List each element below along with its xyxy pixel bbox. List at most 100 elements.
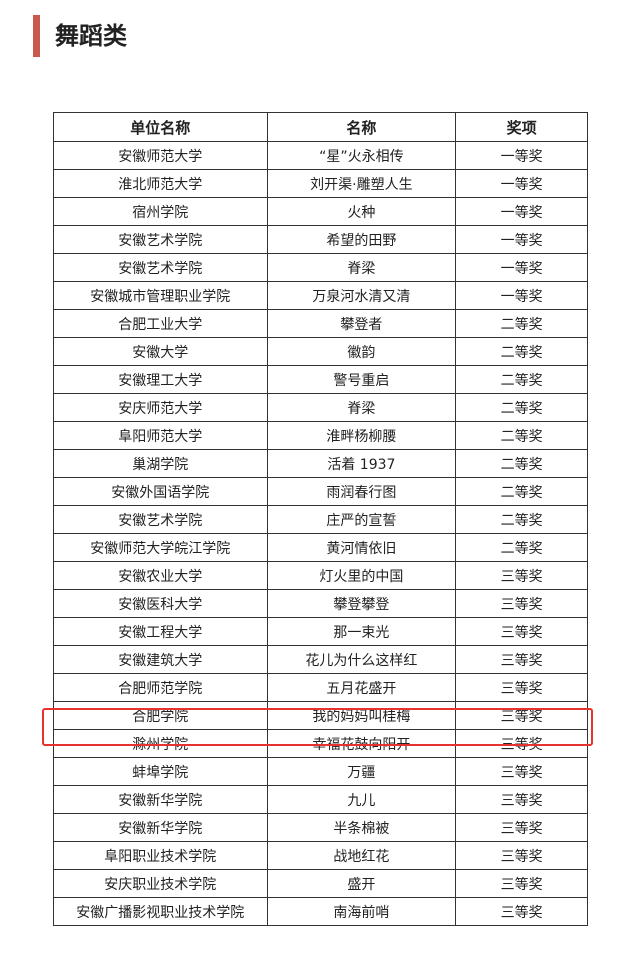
cell-award: 三等奖 (455, 757, 588, 786)
cell-name: 万疆 (266, 757, 457, 786)
table-row: 淮北师范大学 刘开渠·雕塑人生 一等奖 (53, 169, 588, 198)
cell-name: 盛开 (266, 869, 457, 898)
table-row: 安徽医科大学 攀登攀登 三等奖 (53, 589, 588, 618)
cell-award: 三等奖 (455, 589, 588, 618)
cell-award: 一等奖 (455, 281, 588, 310)
cell-award: 二等奖 (455, 449, 588, 478)
cell-unit: 阜阳师范大学 (53, 421, 268, 450)
cell-unit: 安徽艺术学院 (53, 225, 268, 254)
cell-unit: 安徽城市管理职业学院 (53, 281, 268, 310)
cell-name: 攀登者 (266, 309, 457, 338)
cell-award: 三等奖 (455, 617, 588, 646)
cell-award: 三等奖 (455, 673, 588, 702)
cell-unit: 安徽师范大学 (53, 141, 268, 170)
table-row: 安徽广播影视职业技术学院 南海前哨 三等奖 (53, 897, 588, 926)
table-row: 安徽城市管理职业学院 万泉河水清又清 一等奖 (53, 281, 588, 310)
table-row: 合肥工业大学 攀登者 二等奖 (53, 309, 588, 338)
cell-unit: 安徽师范大学皖江学院 (53, 533, 268, 562)
awards-table: 单位名称 名称 奖项 安徽师范大学 “星”火永相传 一等奖 淮北师范大学 刘开渠·雕塑人… (53, 112, 588, 926)
cell-unit: 安徽理工大学 (53, 365, 268, 394)
table-row: 蚌埠学院 万疆 三等奖 (53, 757, 588, 786)
cell-name: 淮畔杨柳腰 (266, 421, 457, 450)
cell-name: 万泉河水清又清 (266, 281, 457, 310)
cell-award: 三等奖 (455, 729, 588, 758)
cell-unit: 安徽新华学院 (53, 785, 268, 814)
cell-award: 三等奖 (455, 645, 588, 674)
cell-name: 攀登攀登 (266, 589, 457, 618)
cell-award: 二等奖 (455, 477, 588, 506)
cell-award: 三等奖 (455, 897, 588, 926)
cell-award: 三等奖 (455, 813, 588, 842)
cell-unit: 合肥学院 (53, 701, 268, 730)
cell-name: 火种 (266, 197, 457, 226)
header-name: 名称 (266, 112, 457, 142)
cell-name: 幸福花鼓向阳开 (266, 729, 457, 758)
table-row: 安徽新华学院 九儿 三等奖 (53, 785, 588, 814)
cell-unit: 安庆职业技术学院 (53, 869, 268, 898)
cell-unit: 安徽外国语学院 (53, 477, 268, 506)
cell-name: “星”火永相传 (266, 141, 457, 170)
cell-unit: 安徽广播影视职业技术学院 (53, 897, 268, 926)
cell-name: 半条棉被 (266, 813, 457, 842)
cell-award: 二等奖 (455, 533, 588, 562)
cell-award: 二等奖 (455, 337, 588, 366)
table-row: 安徽艺术学院 希望的田野 一等奖 (53, 225, 588, 254)
cell-name: 活着 1937 (266, 449, 457, 478)
cell-name: 战地红花 (266, 841, 457, 870)
cell-unit: 安徽建筑大学 (53, 645, 268, 674)
table-row: 安徽工程大学 那一束光 三等奖 (53, 617, 588, 646)
cell-name: 九儿 (266, 785, 457, 814)
cell-name: 脊梁 (266, 253, 457, 282)
cell-award: 一等奖 (455, 253, 588, 282)
cell-award: 二等奖 (455, 393, 588, 422)
cell-name: 黄河情依旧 (266, 533, 457, 562)
cell-unit: 安徽医科大学 (53, 589, 268, 618)
table-row: 安徽大学 徽韵 二等奖 (53, 337, 588, 366)
table-row: 安徽艺术学院 庄严的宣誓 二等奖 (53, 505, 588, 534)
cell-award: 一等奖 (455, 169, 588, 198)
table-row: 宿州学院 火种 一等奖 (53, 197, 588, 226)
cell-name: 灯火里的中国 (266, 561, 457, 590)
cell-name: 徽韵 (266, 337, 457, 366)
table-row: 阜阳师范大学 淮畔杨柳腰 二等奖 (53, 421, 588, 450)
cell-name: 我的妈妈叫桂梅 (266, 701, 457, 730)
table-row: 安庆师范大学 脊梁 二等奖 (53, 393, 588, 422)
cell-award: 三等奖 (455, 869, 588, 898)
cell-unit: 安徽工程大学 (53, 617, 268, 646)
table-row: 安徽外国语学院 雨润春行图 二等奖 (53, 477, 588, 506)
cell-award: 一等奖 (455, 197, 588, 226)
cell-award: 二等奖 (455, 309, 588, 338)
cell-award: 三等奖 (455, 785, 588, 814)
table-row: 阜阳职业技术学院 战地红花 三等奖 (53, 841, 588, 870)
table-row: 合肥师范学院 五月花盛开 三等奖 (53, 673, 588, 702)
section-title: 舞蹈类 (55, 22, 127, 50)
cell-unit: 安徽农业大学 (53, 561, 268, 590)
cell-name: 警号重启 (266, 365, 457, 394)
cell-name: 五月花盛开 (266, 673, 457, 702)
cell-name: 南海前哨 (266, 897, 457, 926)
table-row: 安徽师范大学 “星”火永相传 一等奖 (53, 141, 588, 170)
cell-name: 花儿为什么这样红 (266, 645, 457, 674)
cell-unit: 滁州学院 (53, 729, 268, 758)
cell-award: 三等奖 (455, 841, 588, 870)
cell-award: 二等奖 (455, 365, 588, 394)
table-row: 合肥学院 我的妈妈叫桂梅 三等奖 (53, 701, 588, 730)
table-row: 安徽建筑大学 花儿为什么这样红 三等奖 (53, 645, 588, 674)
cell-name: 脊梁 (266, 393, 457, 422)
cell-award: 二等奖 (455, 421, 588, 450)
table-row: 巢湖学院 活着 1937 二等奖 (53, 449, 588, 478)
title-accent-bar (33, 15, 40, 57)
cell-unit: 阜阳职业技术学院 (53, 841, 268, 870)
highlight-box (42, 708, 593, 746)
table-row: 安庆职业技术学院 盛开 三等奖 (53, 869, 588, 898)
table-row: 安徽艺术学院 脊梁 一等奖 (53, 253, 588, 282)
cell-name: 那一束光 (266, 617, 457, 646)
cell-unit: 淮北师范大学 (53, 169, 268, 198)
cell-unit: 安徽大学 (53, 337, 268, 366)
table-row: 滁州学院 幸福花鼓向阳开 三等奖 (53, 729, 588, 758)
cell-name: 庄严的宣誓 (266, 505, 457, 534)
cell-unit: 蚌埠学院 (53, 757, 268, 786)
header-award: 奖项 (455, 112, 588, 142)
cell-name: 希望的田野 (266, 225, 457, 254)
cell-award: 三等奖 (455, 561, 588, 590)
